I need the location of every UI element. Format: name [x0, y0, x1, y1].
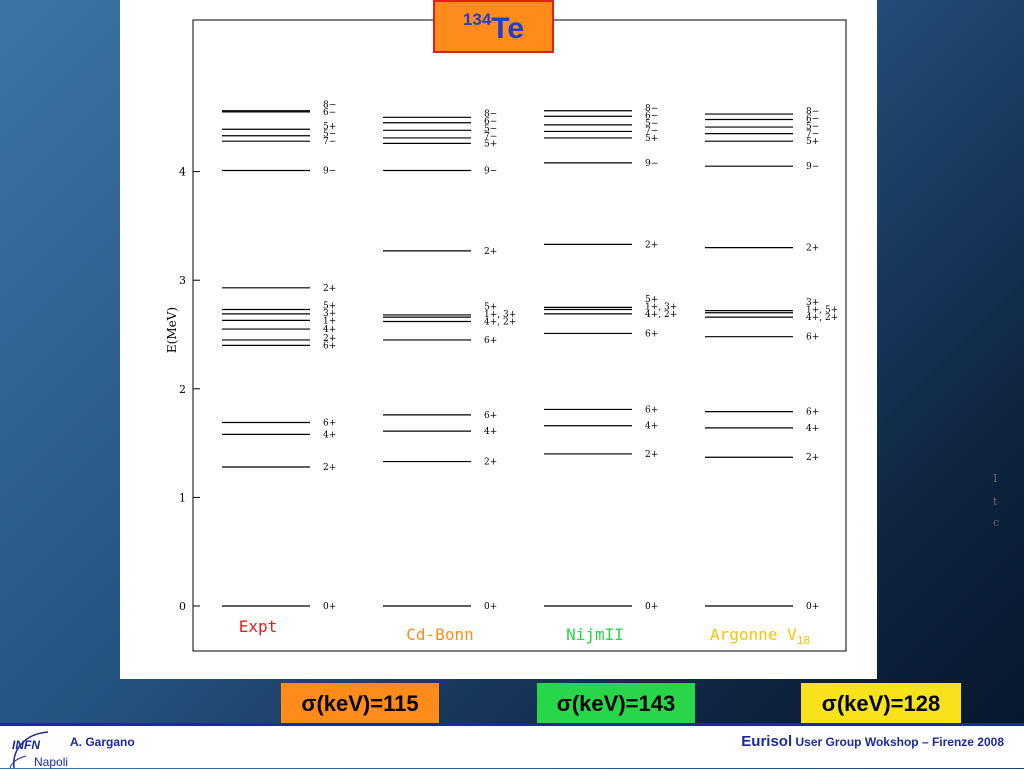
cropped-text-fragment: t	[993, 495, 998, 508]
level-spin-label: 5−	[484, 124, 497, 134]
sigma-cd-bonn: σ(keV)=115	[281, 683, 439, 725]
level-spin-label: 0+	[484, 602, 497, 612]
level-spin-label: 1+	[323, 316, 336, 326]
event-info: Eurisol User Group Wokshop – Firenze 200…	[741, 733, 1004, 750]
level-spin-label: 5+	[645, 134, 658, 144]
footer-divider	[0, 723, 1024, 726]
level-spin-label: 5−	[645, 119, 658, 129]
level-spin-label: 4+, 2+	[806, 313, 838, 323]
author-name: A. Gargano	[70, 735, 135, 749]
level-spin-label: 5−	[806, 122, 819, 132]
level-spin-label: 2+	[806, 453, 819, 463]
sigma-argonne: σ(keV)=128	[801, 683, 961, 725]
level-spin-label: 6+	[645, 405, 658, 415]
footer: INFN Napoli A. Gargano Eurisol User Grou…	[0, 726, 1024, 769]
level-spin-label: 6+	[806, 408, 819, 418]
level-spin-label: 2+	[645, 240, 658, 250]
event-details: User Group Wokshop – Firenze 2008	[795, 735, 1004, 749]
level-spin-label: 6−	[645, 111, 658, 121]
level-spin-label: 9−	[323, 167, 336, 177]
level-spin-label: 4+, 2+	[484, 317, 516, 327]
y-tick-label: 3	[179, 274, 186, 287]
column-name-label: Cd-Bonn	[406, 625, 473, 644]
y-tick-label: 4	[179, 166, 186, 179]
level-spin-label: 6+	[806, 333, 819, 343]
chart-panel: 0 1 2 3 4 E(MeV) 0+ 2+ 4+ 6+ 6+ 2+ 4+ 1+ 3+ 5+ 2+ 9− 7− 5− 5…	[120, 0, 999, 679]
level-spin-label: 7−	[484, 132, 497, 142]
element-symbol: Te	[491, 12, 525, 45]
level-spin-label: 4+	[323, 430, 336, 440]
level-spin-label: 2+	[484, 458, 497, 468]
level-spin-label: 4+	[484, 427, 497, 437]
level-spin-label: 1+, 5+	[806, 306, 838, 316]
level-spin-label: 2+	[645, 450, 658, 460]
level-spin-label: 5+	[323, 122, 336, 132]
energy-level-chart: 01234E(MeV)0+2+4+6+6+2+4+1+3+5+2+9−7−5−5…	[165, 19, 847, 652]
y-tick-label: 0	[179, 600, 186, 613]
level-spin-label: 4+, 2+	[645, 310, 677, 320]
level-spin-label: 2+	[323, 463, 336, 473]
level-spin-label: 6−	[323, 108, 336, 118]
level-spin-label: 8−	[645, 104, 658, 114]
level-spin-label: 6+	[484, 411, 497, 421]
level-spin-label: 6+	[645, 329, 658, 339]
column-name-label: Expt	[239, 617, 278, 636]
level-spin-label: 7−	[806, 130, 819, 140]
level-spin-label: 1+, 3+	[645, 302, 677, 312]
column-name-label: Argonne V18	[710, 625, 810, 647]
y-axis-label: E(MeV)	[165, 307, 179, 353]
level-spin-label: 3+	[323, 309, 336, 319]
level-spin-label: 8−	[806, 107, 819, 117]
level-spin-label: 6−	[484, 117, 497, 127]
cropped-text-fragment: I	[993, 472, 998, 485]
y-tick-label: 1	[179, 491, 186, 504]
level-spin-label: 5−	[323, 130, 336, 140]
level-spin-label: 4+	[645, 422, 658, 432]
level-spin-label: 4+	[323, 325, 336, 335]
level-spin-label: 5+	[806, 137, 819, 147]
level-spin-label: 2+	[806, 244, 819, 254]
infn-logo-city: Napoli	[34, 755, 69, 769]
level-spin-label: 5+	[484, 302, 497, 312]
level-spin-label: 0+	[645, 602, 658, 612]
level-spin-label: 6+	[484, 336, 497, 346]
level-spin-label: 9−	[484, 167, 497, 177]
level-spin-label: 4+	[806, 424, 819, 434]
infn-logo-icon	[9, 731, 49, 768]
level-spin-label: 7−	[323, 137, 336, 147]
level-spin-label: 9−	[806, 162, 819, 172]
nucleus-title-box: 134Te	[433, 0, 554, 53]
y-tick-label: 2	[179, 383, 186, 396]
level-spin-label: 2+	[323, 284, 336, 294]
level-spin-label: 7−	[645, 126, 658, 136]
level-spin-label: 1+, 3+	[484, 310, 516, 320]
level-spin-label: 8−	[323, 100, 336, 110]
level-spin-label: 8−	[484, 109, 497, 119]
level-spin-label: 5+	[645, 295, 658, 305]
mass-number: 134	[462, 10, 492, 29]
level-spin-label: 2+	[323, 334, 336, 344]
sigma-nijmii: σ(keV)=143	[537, 683, 695, 725]
level-spin-label: 6−	[806, 115, 819, 125]
level-spin-label: 6+	[323, 418, 336, 428]
level-spin-label: 9−	[645, 159, 658, 169]
level-spin-label: 6+	[323, 341, 336, 351]
level-spin-label: 5+	[323, 301, 336, 311]
cropped-text-fragment: c	[993, 516, 1000, 529]
event-name: Eurisol	[741, 733, 793, 750]
level-spin-label: 3+	[806, 298, 819, 308]
level-spin-label: 5+	[484, 139, 497, 149]
level-spin-label: 0+	[806, 602, 819, 612]
plot-frame	[192, 19, 847, 652]
column-name-label: NijmII	[566, 625, 624, 644]
infn-logo-text: INFN	[12, 738, 40, 752]
level-spin-label: 2+	[484, 247, 497, 257]
level-spin-label: 0+	[323, 602, 336, 612]
